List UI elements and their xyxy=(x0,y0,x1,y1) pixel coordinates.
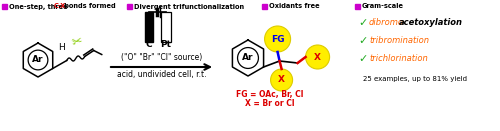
Text: C: C xyxy=(146,40,152,49)
Bar xyxy=(355,4,360,9)
Text: FG: FG xyxy=(271,34,284,43)
Bar xyxy=(262,4,267,9)
Text: dibromo: dibromo xyxy=(369,18,404,27)
Text: bonds formed: bonds formed xyxy=(62,4,116,10)
Text: Oxidants free: Oxidants free xyxy=(269,4,320,10)
Text: X = Br or Cl: X = Br or Cl xyxy=(245,99,295,108)
Circle shape xyxy=(270,69,292,91)
Text: ("O" "Br" "Cl" source): ("O" "Br" "Cl" source) xyxy=(121,53,202,62)
Text: acetoxylation: acetoxylation xyxy=(399,18,463,27)
Text: One-step, three: One-step, three xyxy=(9,4,70,10)
Text: ✂: ✂ xyxy=(70,35,84,50)
Bar xyxy=(161,12,171,42)
Text: tribromination: tribromination xyxy=(369,36,429,45)
Text: ✓: ✓ xyxy=(358,18,368,28)
Text: trichlorination: trichlorination xyxy=(369,54,428,63)
Text: X: X xyxy=(314,53,321,61)
Text: Pt: Pt xyxy=(160,40,172,49)
Circle shape xyxy=(306,45,330,69)
Text: X: X xyxy=(278,75,285,84)
Text: Gram-scale: Gram-scale xyxy=(362,4,404,10)
Bar xyxy=(127,4,132,9)
Text: C-X: C-X xyxy=(54,4,66,10)
Text: Ar: Ar xyxy=(242,53,254,62)
Text: ✓: ✓ xyxy=(358,54,368,64)
Text: Ar: Ar xyxy=(32,56,44,64)
Text: ✓: ✓ xyxy=(358,36,368,46)
Text: 25 examples, up to 81% yield: 25 examples, up to 81% yield xyxy=(363,76,467,82)
Text: FG = OAc, Br, Cl: FG = OAc, Br, Cl xyxy=(236,90,304,99)
Text: Divergent trifunctionalization: Divergent trifunctionalization xyxy=(134,4,244,10)
Bar xyxy=(145,12,153,42)
Text: acid, undivided cell, r.t.: acid, undivided cell, r.t. xyxy=(117,70,206,79)
Text: H: H xyxy=(58,43,65,53)
Bar xyxy=(2,4,7,9)
Circle shape xyxy=(264,26,290,52)
